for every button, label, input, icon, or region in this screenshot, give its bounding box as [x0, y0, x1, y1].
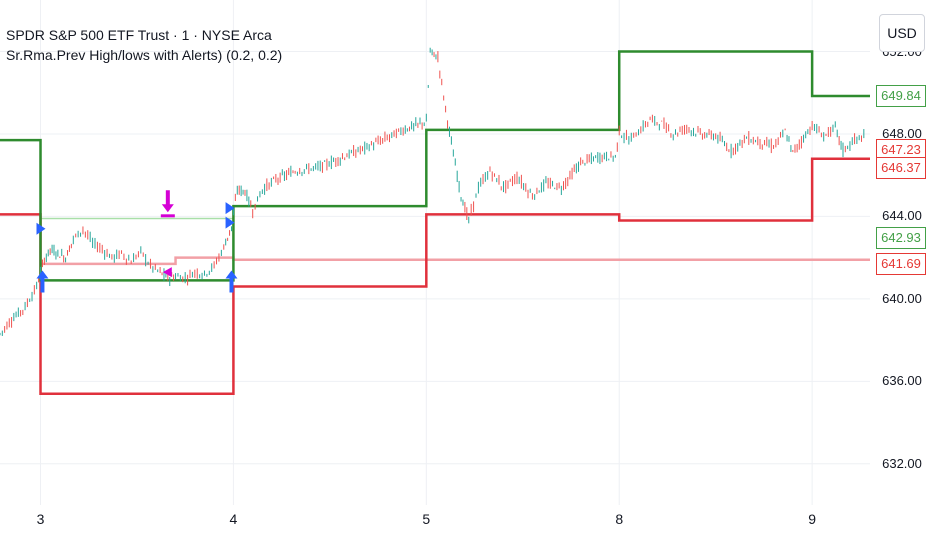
alert-bar-mark — [160, 214, 175, 218]
price-badge: 641.69 — [876, 253, 926, 276]
price-badge: 647.23 — [876, 138, 926, 161]
alert-arrow-up-icon — [225, 270, 238, 293]
symbol-title[interactable]: SPDR S&P 500 ETF Trust · 1 · NYSE Arca — [6, 27, 272, 43]
currency-button[interactable]: USD — [879, 14, 925, 52]
price-tick-label: 648.00 — [882, 125, 922, 141]
rma-low-line — [40, 256, 870, 266]
price-badge: 642.93 — [876, 227, 926, 250]
alert-arrow-right-icon — [36, 222, 46, 235]
time-tick-label: 3 — [36, 511, 45, 527]
time-tick-label: 4 — [229, 511, 238, 527]
legend: SPDR S&P 500 ETF Trust · 1 · NYSE Arca S… — [6, 25, 282, 65]
alert-arrow-right-icon — [225, 202, 235, 215]
alert-arrow-up-icon — [36, 270, 49, 293]
time-tick-label: 9 — [808, 511, 817, 527]
price-badge: 646.37 — [876, 156, 926, 179]
prev-low-step-line — [0, 157, 870, 395]
price-chart[interactable] — [0, 0, 870, 505]
price-tick-label: 640.00 — [882, 290, 922, 306]
price-tick-label: 644.00 — [882, 208, 922, 224]
time-tick-label: 8 — [615, 511, 624, 527]
alert-arrow-left-icon — [162, 267, 172, 278]
price-tick-label: 636.00 — [882, 373, 922, 389]
price-scale[interactable]: 652.00648.00644.00640.00636.00632.00649.… — [870, 0, 932, 520]
time-tick-label: 5 — [422, 511, 431, 527]
indicator-title[interactable]: Sr.Rma.Prev High/lows with Alerts) (0.2,… — [6, 47, 283, 63]
time-scale[interactable]: 3 4 5 8 9 — [0, 505, 870, 550]
alert-arrow-right-icon — [225, 216, 235, 229]
price-badge: 649.84 — [876, 85, 926, 108]
alert-arrow-down-icon — [161, 190, 174, 213]
prev-high-step-line — [0, 50, 870, 282]
price-tick-label: 632.00 — [882, 455, 922, 471]
